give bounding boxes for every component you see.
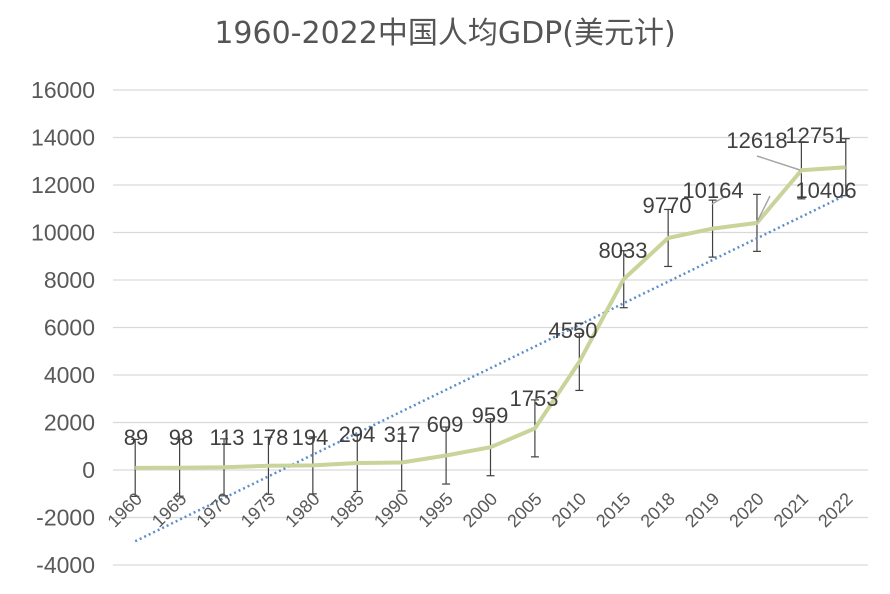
data-label: 194 [292, 425, 329, 450]
data-label: 4550 [549, 318, 598, 343]
leader-line [756, 155, 801, 171]
data-label: 12751 [785, 123, 846, 148]
data-label: 8033 [599, 238, 648, 263]
x-tick-label: 2020 [725, 489, 767, 531]
x-tick-label: 2019 [681, 489, 723, 531]
data-label: 98 [169, 425, 193, 450]
y-tick-label: 6000 [44, 315, 95, 341]
data-label: 10164 [682, 178, 743, 203]
y-tick-label: 4000 [44, 362, 95, 388]
data-label: 178 [252, 425, 289, 450]
x-tick-label: 2021 [770, 489, 812, 531]
x-tick-label: 2015 [592, 489, 634, 531]
trendline [134, 193, 847, 543]
x-tick-label: 2018 [637, 489, 679, 531]
x-tick-label: 1985 [326, 489, 368, 531]
data-label: 609 [427, 412, 464, 437]
data-label: 10406 [795, 178, 856, 203]
x-tick-label: 1995 [414, 489, 456, 531]
x-tick-label: 1960 [104, 489, 146, 531]
y-tick-label: 10000 [31, 220, 95, 246]
leader-line [711, 195, 727, 205]
data-label: 959 [472, 403, 509, 428]
data-label: 9770 [643, 193, 692, 218]
y-tick-label: 12000 [31, 172, 95, 198]
data-label: 89 [124, 425, 148, 450]
y-tick-label: 0 [82, 457, 95, 483]
data-label: 12618 [726, 128, 787, 153]
y-tick-label: -2000 [36, 505, 95, 531]
data-label: 1753 [510, 386, 559, 411]
x-tick-label: 2022 [814, 489, 856, 531]
data-label: 113 [209, 425, 244, 450]
y-tick-label: 16000 [31, 77, 95, 103]
x-tick-label: 2010 [548, 489, 590, 531]
x-tick-label: 2000 [459, 489, 501, 531]
y-tick-label: 14000 [31, 125, 95, 151]
x-tick-label: 1965 [148, 489, 190, 531]
y-tick-label: 8000 [44, 267, 95, 293]
chart-title: 1960-2022中国人均GDP(美元计) [214, 16, 676, 51]
x-tick-label: 2005 [503, 489, 545, 531]
x-tick-label: 1990 [370, 489, 412, 531]
leader-line [756, 195, 771, 223]
x-tick-label: 1975 [237, 489, 279, 531]
y-tick-label: 2000 [44, 410, 95, 436]
x-tick-label: 1970 [192, 489, 234, 531]
y-tick-label: -4000 [36, 552, 95, 578]
x-tick-label: 1980 [281, 489, 323, 531]
data-label: 317 [384, 422, 421, 447]
series-line [135, 165, 846, 470]
data-label: 294 [339, 422, 376, 447]
